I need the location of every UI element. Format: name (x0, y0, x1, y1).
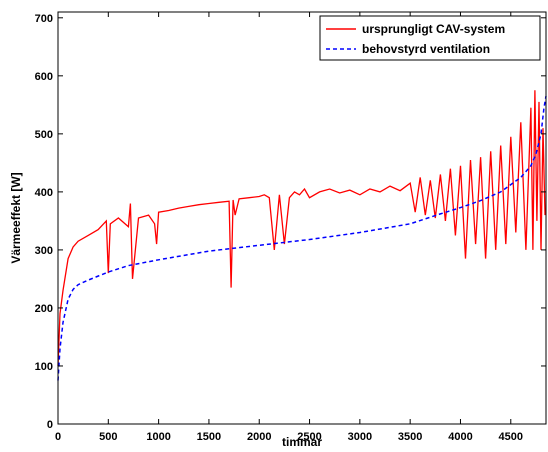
y-tick-label: 600 (35, 71, 53, 83)
x-axis: 0 500 1000 1500 2000 2500 3000 3500 4000 4500 (55, 12, 523, 443)
y-tick-label: 0 (47, 419, 53, 431)
y-tick-label: 100 (35, 361, 53, 373)
series-line-dcv (57, 95, 547, 381)
x-tick-label: 0 (55, 431, 61, 443)
x-tick-label: 1000 (146, 431, 170, 443)
legend: ursprungligt CAV-system behovstyrd venti… (319, 15, 541, 61)
x-tick-label: 2500 (297, 431, 321, 443)
x-tick-label: 500 (99, 431, 117, 443)
legend-box (319, 15, 541, 61)
legend-label-cav: ursprungligt CAV-system (362, 22, 505, 36)
y-tick-label: 700 (35, 13, 53, 25)
x-axis-label: timmar (282, 435, 322, 449)
x-tick-label: 3000 (348, 431, 372, 443)
x-tick-label: 3500 (398, 431, 422, 443)
series-line-cav (57, 90, 546, 367)
plot-frame (57, 11, 547, 425)
y-axis-label: Värmeeffekt [W] (9, 172, 23, 263)
legend-label-dcv: behovstyrd ventilation (362, 42, 490, 56)
y-tick-label: 200 (35, 303, 53, 315)
y-tick-label: 400 (35, 187, 53, 199)
y-axis: 0 100 200 300 400 500 600 700 (35, 13, 546, 431)
y-tick-label: 500 (35, 129, 53, 141)
x-tick-label: 4000 (448, 431, 472, 443)
plot-lines (57, 90, 547, 381)
x-tick-label: 2000 (247, 431, 271, 443)
y-tick-label: 300 (35, 245, 53, 257)
x-tick-label: 1500 (197, 431, 221, 443)
x-tick-label: 4500 (499, 431, 523, 443)
